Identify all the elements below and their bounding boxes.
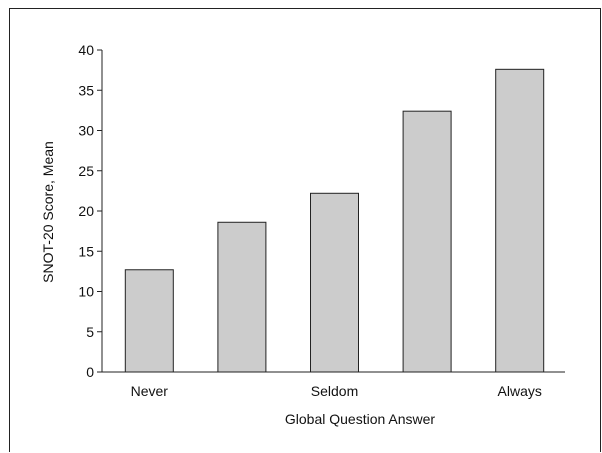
y-axis: 0 5 10 15 20 25 30 35 40 [78,42,103,380]
y-tick-label: 20 [78,203,94,219]
chart-frame [9,8,601,452]
x-tick-label: Seldom [311,383,358,399]
bar [217,221,267,373]
bar [310,192,359,373]
bar [495,68,545,373]
bar [124,269,174,373]
y-tick-label: 10 [78,284,94,300]
y-tick-label: 40 [78,42,94,58]
y-tick-label: 15 [78,243,94,259]
y-tick-label: 35 [78,82,94,98]
y-tick-label: 0 [86,364,94,380]
x-tick-label: Never [131,383,169,399]
x-tick-labels: Never Seldom Always [131,383,542,399]
x-axis-title: Global Question Answer [285,411,436,427]
y-tick-label: 5 [86,324,94,340]
bar [402,110,452,373]
y-axis-title: SNOT-20 Score, Mean [40,141,56,283]
bar-series [124,68,545,373]
y-tick-label: 30 [78,123,94,139]
y-tick-label: 25 [78,163,94,179]
x-tick-label: Always [498,383,542,399]
